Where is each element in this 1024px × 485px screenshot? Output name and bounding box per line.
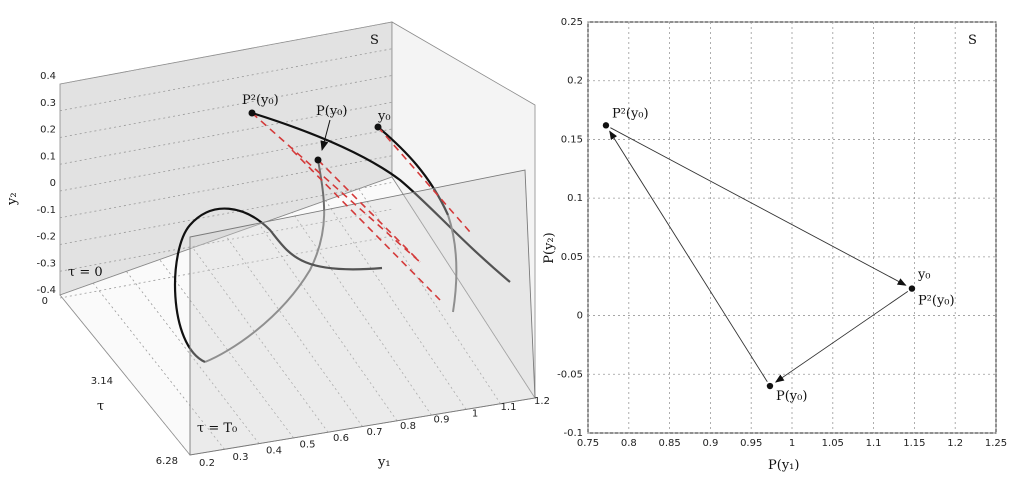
plane-label-tau-t0: τ = T₀	[197, 421, 237, 436]
point-y0	[374, 123, 382, 131]
y1-tick-label: 0.4	[266, 446, 282, 457]
grid-line	[159, 259, 294, 439]
grid-line	[59, 75, 393, 138]
section-label-left: S	[370, 33, 379, 48]
section-point	[908, 285, 916, 292]
grid-line	[59, 101, 393, 165]
x-tick-label: 0.75	[577, 438, 599, 449]
x-tick-label: 1.25	[985, 438, 1007, 449]
y-tick-label: -0.1	[563, 428, 583, 439]
point-label: P²(y₀)	[612, 106, 649, 121]
y1-tick-label: 0.8	[400, 421, 416, 432]
y1-tick-label: 1.2	[534, 396, 550, 407]
projection-lines	[251, 112, 471, 301]
x-tick-label: 1	[789, 438, 795, 449]
projection-line	[317, 159, 421, 263]
y1-tick-label: 0.3	[233, 452, 249, 463]
grid-line	[59, 208, 393, 272]
x-tick-label: 0.85	[658, 438, 680, 449]
y2-tick-label: 0	[50, 178, 56, 189]
y1-tick-label: 1	[472, 408, 478, 419]
point-label: P²(y₀)	[918, 294, 955, 309]
y2-tick-label: -0.2	[36, 232, 56, 243]
x-tick-label: 0.95	[740, 438, 762, 449]
grid-line	[391, 176, 536, 399]
tau-tick-label: 3.14	[91, 376, 113, 387]
grid-line	[59, 21, 393, 85]
y2-tick-label: -0.4	[36, 285, 56, 296]
x-tick-label: 1.2	[947, 438, 963, 449]
y1-tick-label: 0.6	[333, 433, 349, 444]
y-tick-label: 0.05	[561, 252, 583, 263]
map-arrow	[609, 130, 768, 383]
y1-tick-label: 0.2	[199, 458, 215, 469]
y-tick-label: 0.2	[567, 76, 583, 87]
y-tick-label: 0.25	[561, 17, 583, 28]
x-tick-label: 0.9	[702, 438, 718, 449]
grid-line	[258, 223, 398, 422]
trajectory-gray-1	[447, 214, 458, 313]
trajectory-dark-3	[173, 207, 383, 363]
y2-tick-label: -0.3	[36, 258, 56, 269]
label-p-y0: P(y₀)	[316, 104, 347, 119]
y2-tick-label: 0.2	[40, 125, 56, 136]
y-tick-label: 0.15	[561, 134, 583, 145]
grid-line	[59, 235, 393, 299]
y1-tick-label: 0.5	[300, 439, 316, 450]
poincare-map-plot: 0.75 0.8 0.85 0.9 0.95 1 1.05 1.1 1.15 1.2 1.25 0.2…	[542, 17, 1007, 473]
label-y0: y₀	[377, 109, 391, 124]
grid-line	[59, 182, 393, 245]
grid-line	[59, 48, 393, 112]
x-tick-label: 0.8	[621, 438, 637, 449]
tau-tick-label: 6.28	[156, 456, 178, 467]
axis-label-tau: τ	[97, 399, 104, 414]
grid-line	[325, 200, 467, 410]
label-arrow-p-y0	[320, 119, 331, 151]
x-tick-label: 1.1	[866, 438, 882, 449]
x-tick-label: 1.05	[822, 438, 844, 449]
axis-label-y2: y₂	[5, 192, 20, 206]
y2-tick-label: 0.3	[40, 98, 56, 109]
projection-line	[251, 112, 421, 263]
trajectory-gray-2	[204, 159, 326, 363]
y2-tick-label: -0.1	[36, 205, 56, 216]
section-label-right: S	[968, 33, 977, 48]
y1-tick-label: 0.9	[434, 415, 450, 426]
y2-tick-label: 0.1	[40, 151, 56, 162]
map-arrow	[774, 291, 909, 383]
y-tick-label: -0.05	[557, 369, 583, 380]
grid-line	[59, 128, 393, 192]
grid-line	[59, 294, 191, 456]
y-tick-label: 0	[577, 311, 583, 322]
section-point	[602, 122, 610, 129]
section-point	[766, 382, 774, 390]
plane-tau-t0	[189, 169, 536, 456]
y-tick-label: 0.1	[567, 193, 583, 204]
x-axis-label: P(y₁)	[768, 458, 799, 473]
x-tick-label: 1.15	[903, 438, 925, 449]
y1-tick-label: 0.7	[367, 427, 383, 438]
point-p2-y0	[248, 109, 256, 117]
point-label: P(y₀)	[776, 389, 807, 404]
grid-line	[126, 271, 260, 444]
point-p-y0	[314, 156, 322, 164]
grid-line	[59, 155, 393, 219]
point-label: y₀	[917, 268, 931, 283]
map-arrow	[610, 127, 907, 286]
grid-line	[292, 212, 432, 416]
phase-space-3d-plot: P²(y₀) P(y₀) y₀ S τ = 0 τ = T₀ y₂ y₁ τ 0…	[5, 21, 550, 470]
grid-line	[92, 282, 225, 450]
grid-line	[225, 235, 363, 427]
y1-tick-label: 1.1	[501, 402, 517, 413]
plane-label-tau-0: τ = 0	[68, 265, 103, 280]
y2-tick-label: 0.4	[40, 71, 56, 82]
label-p2-y0: P²(y₀)	[242, 93, 279, 108]
tau-tick-label: 0	[42, 296, 48, 307]
y-axis-label: P(y₂)	[542, 232, 557, 263]
trajectory-dark-2	[377, 126, 450, 216]
trajectory-dark-1	[251, 111, 511, 283]
grid-line	[192, 247, 329, 433]
axis-label-y1: y₁	[377, 455, 391, 470]
